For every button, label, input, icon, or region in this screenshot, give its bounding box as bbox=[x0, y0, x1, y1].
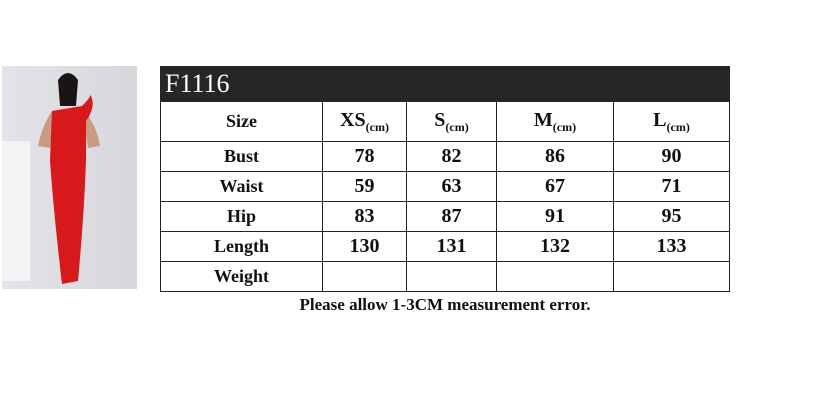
size-l: L(cm) bbox=[613, 101, 730, 142]
cell bbox=[496, 261, 614, 292]
row-label: Length bbox=[160, 231, 323, 262]
cell: 87 bbox=[406, 201, 497, 232]
product-code: F1116 bbox=[160, 66, 323, 102]
cell bbox=[322, 261, 407, 292]
size-row: Size XS(cm) S(cm) M(cm) L(cm) bbox=[160, 101, 730, 142]
size-chart-table: F1116 Size XS(cm) S(cm) M(cm) L(cm) Bust… bbox=[160, 66, 730, 292]
header-row: F1116 bbox=[160, 66, 730, 102]
cell: 133 bbox=[613, 231, 730, 262]
size-name: XS bbox=[340, 108, 366, 131]
size-m: M(cm) bbox=[496, 101, 614, 142]
cell: 67 bbox=[496, 171, 614, 202]
table-row: Length 130 131 132 133 bbox=[160, 231, 730, 262]
cell: 63 bbox=[406, 171, 497, 202]
cell: 78 bbox=[322, 141, 407, 172]
cell: 71 bbox=[613, 171, 730, 202]
product-photo bbox=[2, 66, 137, 289]
cell bbox=[613, 261, 730, 292]
cell: 86 bbox=[496, 141, 614, 172]
table-row: Waist 59 63 67 71 bbox=[160, 171, 730, 202]
cell: 130 bbox=[322, 231, 407, 262]
cell: 91 bbox=[496, 201, 614, 232]
size-xs: XS(cm) bbox=[322, 101, 407, 142]
size-s: S(cm) bbox=[406, 101, 497, 142]
size-label: Size bbox=[160, 101, 323, 142]
row-label: Hip bbox=[160, 201, 323, 232]
cell: 132 bbox=[496, 231, 614, 262]
cell: 59 bbox=[322, 171, 407, 202]
cell bbox=[406, 261, 497, 292]
header-blank bbox=[322, 66, 407, 102]
row-label: Waist bbox=[160, 171, 323, 202]
cell: 131 bbox=[406, 231, 497, 262]
table-row: Hip 83 87 91 95 bbox=[160, 201, 730, 232]
table-row: Bust 78 82 86 90 bbox=[160, 141, 730, 172]
row-label: Weight bbox=[160, 261, 323, 292]
table-row: Weight bbox=[160, 261, 730, 292]
unit: (cm) bbox=[666, 119, 690, 134]
unit: (cm) bbox=[552, 119, 577, 134]
cell: 90 bbox=[613, 141, 730, 172]
size-name: L bbox=[653, 108, 667, 131]
cell: 82 bbox=[406, 141, 497, 172]
row-label: Bust bbox=[160, 141, 323, 172]
size-name: S bbox=[434, 108, 446, 131]
cell: 95 bbox=[613, 201, 730, 232]
unit: (cm) bbox=[445, 119, 469, 134]
measurement-note: Please allow 1-3CM measurement error. bbox=[299, 295, 591, 314]
unit: (cm) bbox=[365, 119, 389, 134]
size-name: M bbox=[533, 108, 553, 131]
cell: 83 bbox=[322, 201, 407, 232]
header-blank bbox=[406, 66, 730, 102]
